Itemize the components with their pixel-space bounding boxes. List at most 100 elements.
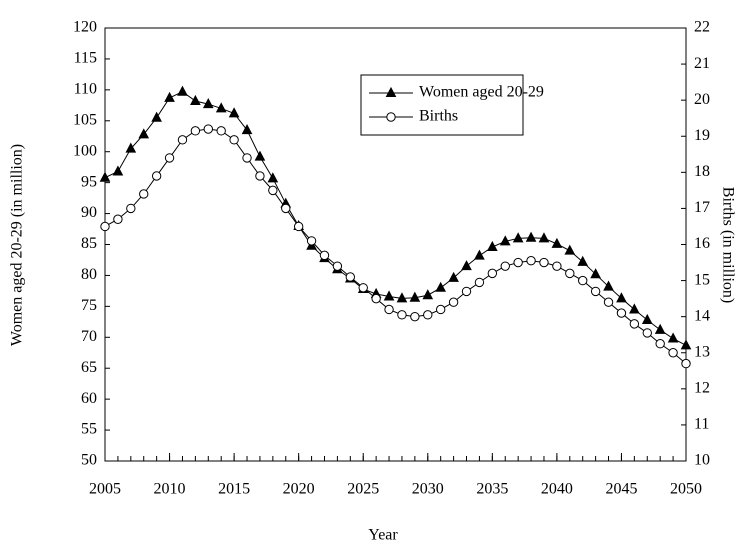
series-marker [448,271,459,282]
y-tick-label: 115 [74,50,97,67]
series-marker [216,126,226,136]
series-marker [396,292,408,303]
series-marker [590,286,601,297]
series-marker [552,261,562,271]
y2-tick-label: 15 [694,271,710,288]
series-marker [319,250,330,261]
series-marker [603,297,614,307]
series-marker [435,304,446,315]
y-tick-label: 100 [73,142,97,159]
series-marker [525,231,537,242]
series-marker [474,277,485,288]
series-marker [667,332,679,343]
series-marker [629,319,640,329]
series-marker [202,98,214,109]
series-marker [345,272,356,282]
series-marker [190,126,201,136]
x-tick-label: 2010 [154,481,186,498]
series-marker [435,281,447,292]
y-tick-label: 80 [81,266,97,283]
series-marker [177,135,188,145]
series-marker [215,102,227,113]
x-tick-label: 2035 [476,481,508,498]
y2-tick-label: 10 [694,452,710,469]
series-marker [513,257,523,268]
series-marker [358,283,368,293]
series-marker [654,323,666,334]
y2-tick-label: 13 [694,343,710,360]
x-tick-label: 2050 [670,481,702,498]
series-marker [590,268,601,279]
series-marker [526,256,536,266]
series-marker [577,255,589,266]
y-tick-label: 65 [81,359,97,376]
legend-marker [386,112,396,122]
y-axis-label: Women aged 20-29 (in million) [9,144,26,346]
y-tick-label: 50 [81,452,97,469]
y2-tick-label: 14 [694,307,710,324]
series-line [104,91,687,346]
y2-tick-label: 11 [694,416,709,433]
series-marker [190,94,201,105]
series-marker [203,124,213,134]
series-marker [268,185,278,196]
series-marker [603,280,614,291]
series-marker [139,189,149,199]
y2-tick-label: 16 [694,235,710,252]
series-marker [293,221,304,232]
series-marker [512,232,524,243]
y2-tick-label: 17 [694,199,710,216]
series-marker [254,150,266,161]
series-marker [397,310,407,320]
series-marker [267,172,279,183]
y-tick-label: 70 [81,328,97,345]
series-marker [422,289,434,300]
y2-axis-label: Births (in million) [719,187,736,303]
series-marker [384,304,394,315]
x-axis-label: Year [368,527,398,544]
series-marker [306,236,317,246]
x-tick-label: 2040 [541,481,573,498]
series-line [104,128,687,364]
series-marker [487,268,498,279]
series-marker [578,275,588,286]
series-marker [228,107,240,118]
series-marker [126,203,136,214]
x-tick-label: 2005 [89,481,121,498]
y-tick-label: 55 [81,421,97,438]
y-tick-label: 105 [73,111,97,128]
legend-marker [385,86,397,97]
series-marker [565,268,575,279]
x-tick-label: 2025 [347,481,379,498]
series-marker [681,358,691,369]
series-marker [538,232,550,243]
series-marker [474,249,485,260]
series-marker [100,221,110,232]
series-marker [383,290,395,301]
series-marker [112,165,124,176]
y-tick-label: 90 [81,204,97,221]
series-marker [151,111,162,122]
series-marker [539,257,549,268]
x-tick-label: 2045 [605,481,637,498]
y-tick-label: 85 [81,235,97,252]
series-marker [680,339,692,350]
legend-label: Births [419,108,458,125]
series-marker [564,244,576,255]
series-marker [551,237,563,248]
series-marker [616,308,627,318]
y2-tick-label: 18 [694,163,710,180]
series-marker [500,261,510,271]
y-tick-label: 110 [74,81,97,98]
series-marker [499,235,511,246]
series-marker [151,171,162,181]
series-marker [99,171,111,182]
series-marker [487,240,498,251]
series-marker [371,293,381,304]
series-marker [409,291,421,302]
legend-label: Women aged 20-29 [419,84,544,101]
y-tick-label: 60 [81,390,97,407]
y-tick-label: 120 [73,19,97,36]
series-marker [242,153,252,163]
